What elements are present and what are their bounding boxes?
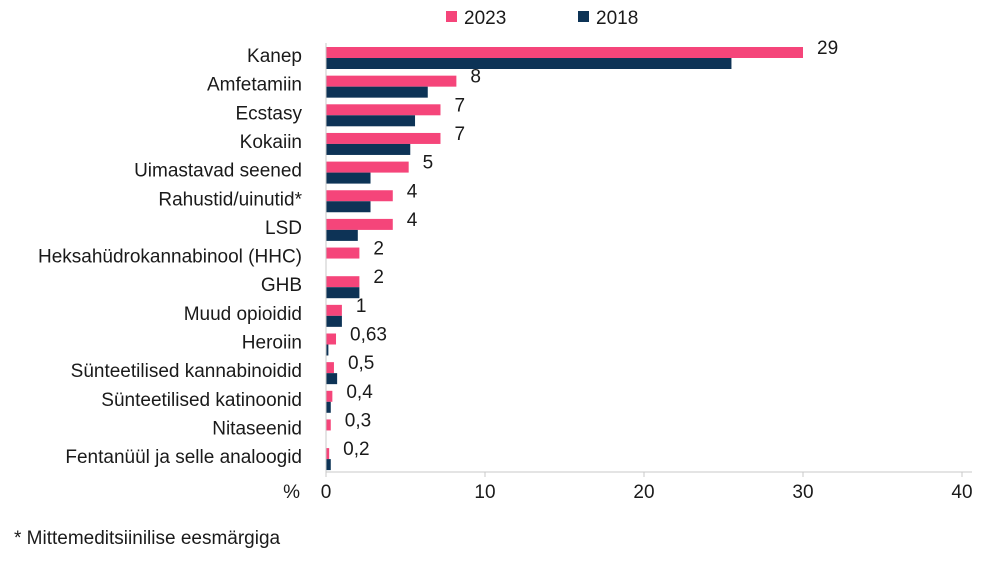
bar-2018 (326, 373, 338, 385)
category-label: Sünteetilised katinoonid (101, 390, 302, 411)
data-label-2023: 0,5 (348, 353, 374, 374)
legend-label-2023: 2023 (464, 8, 506, 29)
category-label: Fentanüül ja selle analoogid (65, 447, 302, 468)
bar-2023 (326, 304, 342, 316)
bar-2023 (326, 333, 337, 345)
bar-2018 (326, 86, 428, 98)
bar-2023 (326, 132, 441, 144)
x-tick-label: 20 (633, 482, 654, 503)
category-label: Amfetamiin (207, 75, 302, 96)
x-ticks: 0 10 20 30 40 (321, 472, 973, 503)
bar-2023 (326, 448, 330, 460)
category-label: LSD (265, 218, 302, 239)
data-label-2023: 29 (817, 38, 838, 59)
bar-2018 (326, 115, 416, 127)
category-label: Uimastavad seened (134, 161, 302, 182)
data-label-2023: 1 (356, 296, 367, 317)
data-label-2023: 8 (470, 67, 481, 88)
data-label-2023: 5 (423, 153, 434, 174)
data-label-2023: 2 (373, 267, 384, 288)
data-label-2023: 0,4 (346, 382, 373, 403)
bar-chart: 2023 2018 KanepAmfetamiinEcstasyKokaiinUi… (38, 8, 973, 503)
data-label-2023: 0,63 (350, 325, 387, 346)
data-label-2023: 0,2 (343, 439, 369, 460)
data-label-2023: 7 (454, 95, 465, 116)
legend: 2023 2018 (446, 8, 638, 29)
bar-2018 (326, 229, 358, 241)
bar-2023 (326, 276, 360, 288)
legend-swatch-2018 (578, 11, 589, 22)
bar-2023 (326, 104, 441, 116)
bar-2023 (326, 47, 803, 58)
x-tick-label: 40 (951, 482, 972, 503)
bar-2018 (326, 459, 331, 471)
x-tick-label: 30 (792, 482, 813, 503)
bar-2023 (326, 390, 333, 402)
bar-2018 (326, 143, 411, 155)
bars (326, 47, 803, 471)
x-tick-label: 10 (474, 482, 495, 503)
category-label: GHB (261, 275, 302, 296)
bar-2023 (326, 161, 409, 173)
category-label: Ecstasy (235, 103, 302, 124)
legend-label-2018: 2018 (596, 8, 638, 29)
bar-2023 (326, 190, 393, 202)
bar-2023 (326, 419, 331, 431)
bar-2018 (326, 315, 342, 327)
bar-2018 (326, 58, 732, 69)
data-label-2023: 2 (373, 239, 384, 260)
category-label: Heroiin (242, 333, 302, 354)
data-label-2023: 7 (454, 124, 465, 145)
category-label: Rahustid/uinutid* (158, 189, 302, 210)
bar-2023 (326, 75, 457, 87)
legend-swatch-2023 (446, 11, 457, 22)
x-axis-unit-label: % (283, 482, 300, 503)
category-label: Heksahüdrokannabinool (HHC) (38, 247, 302, 268)
bar-2018 (326, 401, 331, 413)
category-label: Muud opioidid (184, 304, 302, 325)
category-label: Kanep (247, 46, 302, 67)
category-label: Nitaseenid (212, 418, 302, 439)
bar-2018 (326, 201, 371, 213)
category-labels: Kanep Amfetamiin Ecstasy Kokaiin Uimastavad … (38, 46, 303, 468)
data-label-2023: 4 (407, 181, 418, 202)
category-label: Kokaiin (240, 132, 302, 153)
data-label-2023: 4 (407, 210, 418, 231)
bar-2018 (326, 172, 371, 184)
data-label-2023: 0,3 (345, 410, 371, 431)
bar-2018 (326, 287, 360, 299)
category-label: Sünteetilised kannabinoidid (71, 361, 302, 382)
bar-2023 (326, 247, 360, 259)
bar-2023 (326, 218, 393, 230)
footnote: * Mittemeditsiinilise eesmärgiga (14, 528, 281, 549)
bar-2023 (326, 362, 334, 374)
x-tick-label: 0 (321, 482, 332, 503)
bar-2018 (326, 344, 329, 356)
